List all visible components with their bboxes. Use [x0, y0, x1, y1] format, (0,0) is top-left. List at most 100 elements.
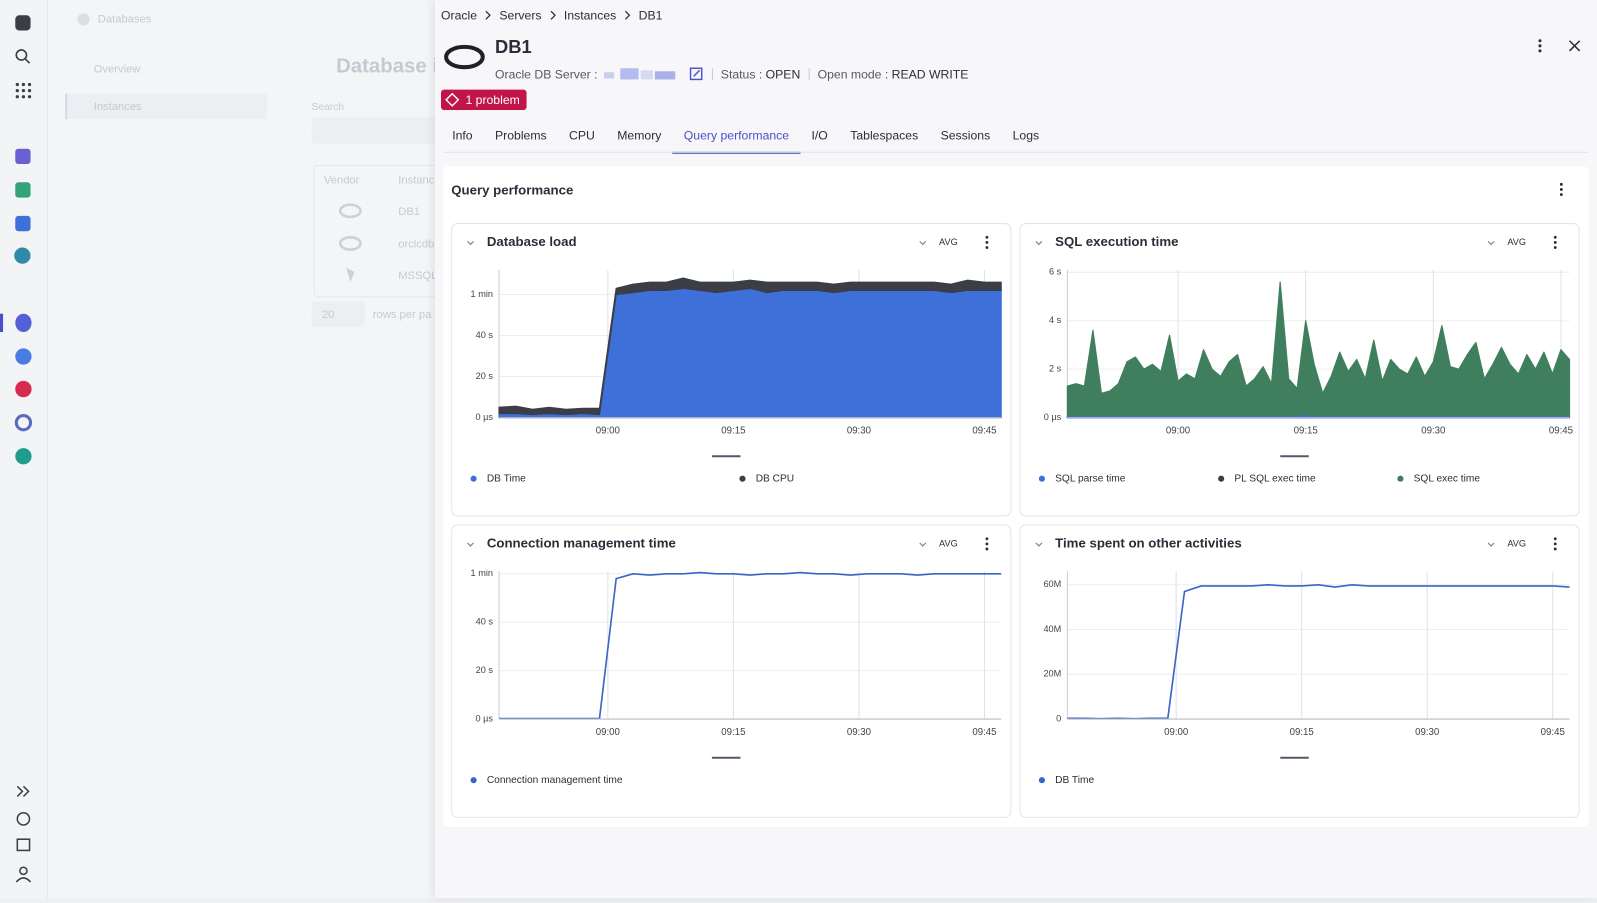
close-button[interactable]: [1569, 41, 1579, 51]
collapse-toggle[interactable]: [467, 241, 473, 244]
user-icon[interactable]: [20, 867, 27, 874]
tab-bar: InfoProblemsCPUMemoryQuery performanceI/…: [441, 126, 1050, 153]
app-icon[interactable]: [14, 247, 30, 263]
chart-title: Connection management time: [487, 535, 676, 550]
details-panel: OracleServersInstancesDB1 DB1 Oracle DB …: [435, 0, 1597, 898]
x-tick-label: 09:30: [847, 425, 871, 436]
chart-more[interactable]: [985, 548, 988, 551]
problem-badge[interactable]: 1 problem: [441, 90, 527, 110]
collapse-toggle[interactable]: [1036, 543, 1042, 546]
property-label: Oracle DB Server :: [495, 67, 598, 81]
chart-icon[interactable]: [17, 839, 29, 850]
legend-label[interactable]: PL SQL exec time: [1234, 473, 1316, 484]
legend-label[interactable]: SQL parse time: [1055, 473, 1126, 484]
area: [1067, 282, 1569, 418]
tab[interactable]: Logs: [1001, 126, 1050, 151]
app-icon[interactable]: [15, 348, 31, 364]
collapse-toggle[interactable]: [1036, 241, 1042, 244]
nav-rail: [0, 0, 48, 898]
legend-marker: [1397, 476, 1403, 482]
search-icon[interactable]: [16, 50, 26, 60]
tab[interactable]: Tablespaces: [839, 126, 929, 151]
aggregation[interactable]: AVG: [939, 237, 958, 247]
breadcrumb-item[interactable]: DB1: [639, 8, 663, 22]
chart-more[interactable]: [985, 542, 988, 545]
db-icon[interactable]: [15, 314, 31, 332]
breadcrumb-item[interactable]: Servers: [499, 8, 541, 22]
logo-icon[interactable]: [15, 15, 30, 30]
column-header: Instanc: [398, 174, 434, 186]
chevron: [625, 11, 629, 19]
legend-marker: [1039, 476, 1045, 482]
aggregation-toggle[interactable]: [1488, 241, 1494, 244]
y-tick-label: 20 s: [476, 665, 494, 675]
app-icon[interactable]: [15, 448, 31, 464]
page-size: [312, 301, 365, 326]
chart-title: Time spent on other activities: [1055, 535, 1242, 550]
legend-marker: [471, 777, 477, 783]
db-icon: [76, 12, 90, 26]
aggregation-toggle[interactable]: [1488, 543, 1494, 546]
chart-more[interactable]: [985, 241, 988, 244]
section-more[interactable]: [1556, 181, 1566, 197]
vendor-icons: [338, 203, 362, 289]
y-tick-label: 20M: [1043, 669, 1061, 679]
tab[interactable]: Memory: [606, 126, 673, 151]
tab[interactable]: Query performance: [673, 126, 801, 153]
tab[interactable]: Sessions: [929, 126, 1001, 151]
rows-per-page-label: rows per pa: [373, 309, 432, 321]
oracle-logo: [443, 43, 488, 72]
aggregation-toggle[interactable]: [920, 241, 926, 244]
y-tick-label: 1 min: [471, 289, 493, 299]
aggregation[interactable]: AVG: [1507, 538, 1526, 548]
y-tick-label: 40M: [1043, 624, 1061, 634]
tab[interactable]: I/O: [800, 126, 839, 151]
breadcrumb-item[interactable]: Instances: [564, 8, 616, 22]
chart-more[interactable]: [985, 246, 988, 249]
y-tick-label: 0: [1056, 713, 1061, 723]
chart-more[interactable]: [1554, 542, 1557, 545]
chart-card: Database loadAVG0 µs20 s40 s1 min09:0009…: [451, 223, 1011, 516]
legend-label[interactable]: Connection management time: [487, 775, 623, 786]
chart: Time spent on other activities AVG 0 20M 40M…: [1021, 526, 1579, 817]
chart-card: SQL execution timeAVG0 µs2 s4 s6 s09:000…: [1020, 223, 1580, 516]
search-label: Search: [312, 102, 344, 113]
tab[interactable]: Info: [441, 126, 484, 151]
aggregation[interactable]: AVG: [1507, 237, 1526, 247]
settings-icon[interactable]: [16, 416, 30, 430]
breadcrumb-item[interactable]: Oracle: [441, 8, 477, 22]
tab[interactable]: CPU: [558, 126, 606, 151]
chart-more[interactable]: [1554, 246, 1557, 249]
chart-more[interactable]: [985, 537, 988, 540]
x-tick-label: 09:45: [972, 425, 996, 436]
more-button[interactable]: [1538, 39, 1541, 52]
y-tick-label: 6 s: [1049, 267, 1062, 277]
x-tick-label: 09:30: [847, 727, 871, 738]
apps-icon[interactable]: [16, 83, 31, 98]
legend-marker: [739, 476, 745, 482]
problems-icon[interactable]: [15, 381, 31, 397]
y-tick-label: 0 µs: [475, 713, 493, 723]
property-label: Status :: [721, 67, 762, 81]
aggregation-toggle[interactable]: [920, 543, 926, 546]
app-icon[interactable]: [15, 149, 30, 164]
app-icon[interactable]: [15, 182, 30, 197]
app-icon[interactable]: [15, 216, 30, 231]
x-tick-label: 09:00: [1164, 727, 1188, 738]
legend-label[interactable]: DB Time: [1055, 775, 1094, 786]
open-link-icon[interactable]: [689, 67, 703, 81]
collapse-toggle[interactable]: [467, 543, 473, 546]
expand-icon[interactable]: [17, 786, 28, 796]
tab[interactable]: Problems: [484, 126, 558, 151]
tab-divider: [443, 152, 1589, 153]
chart-more[interactable]: [1554, 537, 1557, 540]
chart-more[interactable]: [985, 236, 988, 239]
legend-label[interactable]: DB CPU: [756, 473, 794, 484]
help-icon[interactable]: [17, 813, 29, 825]
chart-more[interactable]: [1554, 548, 1557, 551]
legend-label[interactable]: DB Time: [487, 473, 526, 484]
legend-label[interactable]: SQL exec time: [1414, 473, 1481, 484]
chart-more[interactable]: [1554, 236, 1557, 239]
aggregation[interactable]: AVG: [939, 538, 958, 548]
chart-more[interactable]: [1554, 241, 1557, 244]
